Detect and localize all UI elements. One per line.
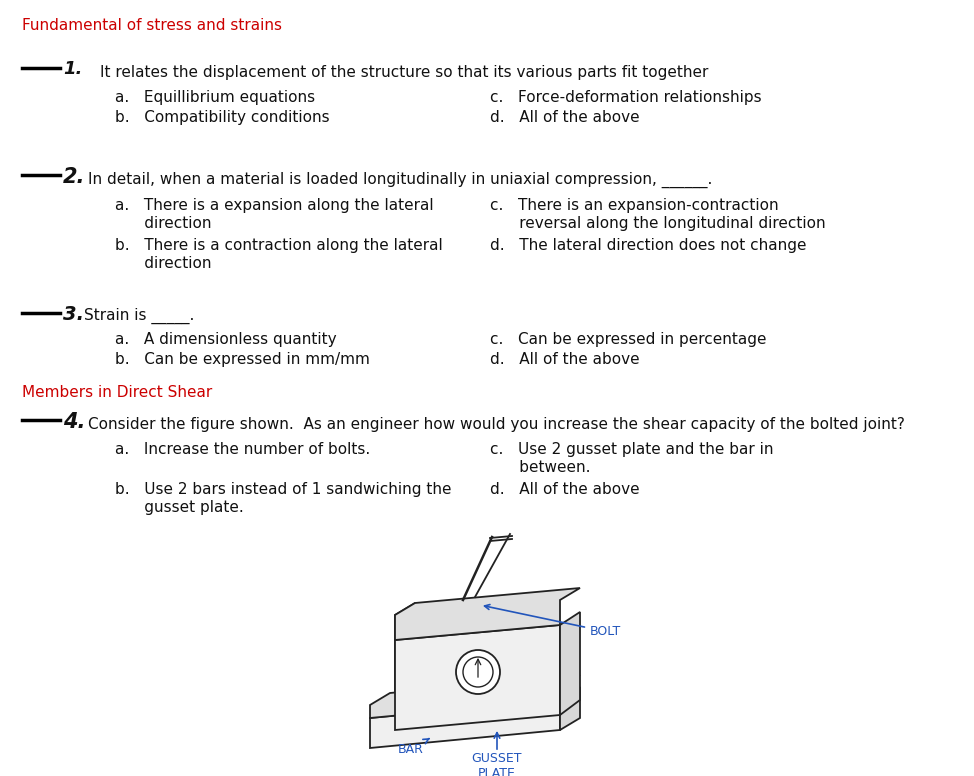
Polygon shape [395,603,415,700]
Text: d.   All of the above: d. All of the above [490,352,640,367]
Text: between.: between. [490,460,590,475]
Text: In detail, when a material is loaded longitudinally in uniaxial compression, ___: In detail, when a material is loaded lon… [88,172,712,189]
Circle shape [463,657,493,687]
Text: c.   Force-deformation relationships: c. Force-deformation relationships [490,90,762,105]
Text: b.   Can be expressed in mm/mm: b. Can be expressed in mm/mm [115,352,370,367]
Text: d.   The lateral direction does not change: d. The lateral direction does not change [490,238,806,253]
Text: d.   All of the above: d. All of the above [490,482,640,497]
Text: reversal along the longitudinal direction: reversal along the longitudinal directio… [490,216,826,231]
Text: a.   Equillibrium equations: a. Equillibrium equations [115,90,316,105]
Text: direction: direction [115,216,211,231]
Text: a.   There is a expansion along the lateral: a. There is a expansion along the latera… [115,198,433,213]
Text: b.   Compatibility conditions: b. Compatibility conditions [115,110,329,125]
Text: b.   There is a contraction along the lateral: b. There is a contraction along the late… [115,238,443,253]
Polygon shape [560,687,580,730]
Text: c.   There is an expansion-contraction: c. There is an expansion-contraction [490,198,778,213]
Text: Consider the figure shown.  As an engineer how would you increase the shear capa: Consider the figure shown. As an enginee… [88,417,905,432]
Text: gusset plate.: gusset plate. [115,500,244,515]
Text: GUSSET
PLATE: GUSSET PLATE [471,752,522,776]
Text: c.   Use 2 gusset plate and the bar in: c. Use 2 gusset plate and the bar in [490,442,773,457]
Text: BAR: BAR [398,739,429,756]
Text: 3.: 3. [63,305,84,324]
Polygon shape [395,625,560,730]
Polygon shape [370,700,560,748]
Text: Fundamental of stress and strains: Fundamental of stress and strains [22,18,282,33]
Text: 4.: 4. [63,412,86,432]
Text: direction: direction [115,256,211,271]
Text: d.   All of the above: d. All of the above [490,110,640,125]
Text: Strain is _____.: Strain is _____. [84,308,195,324]
Polygon shape [560,612,580,715]
Text: 2.: 2. [63,167,86,187]
Polygon shape [395,588,580,640]
Text: Members in Direct Shear: Members in Direct Shear [22,385,212,400]
Text: BOLT: BOLT [484,605,621,638]
Text: b.   Use 2 bars instead of 1 sandwiching the: b. Use 2 bars instead of 1 sandwiching t… [115,482,452,497]
Text: It relates the displacement of the structure so that its various parts fit toget: It relates the displacement of the struc… [100,65,708,80]
Polygon shape [370,675,580,718]
Text: 1.: 1. [63,60,83,78]
Text: a.   Increase the number of bolts.: a. Increase the number of bolts. [115,442,370,457]
Text: a.   A dimensionless quantity: a. A dimensionless quantity [115,332,337,347]
Text: c.   Can be expressed in percentage: c. Can be expressed in percentage [490,332,767,347]
Circle shape [456,650,500,694]
